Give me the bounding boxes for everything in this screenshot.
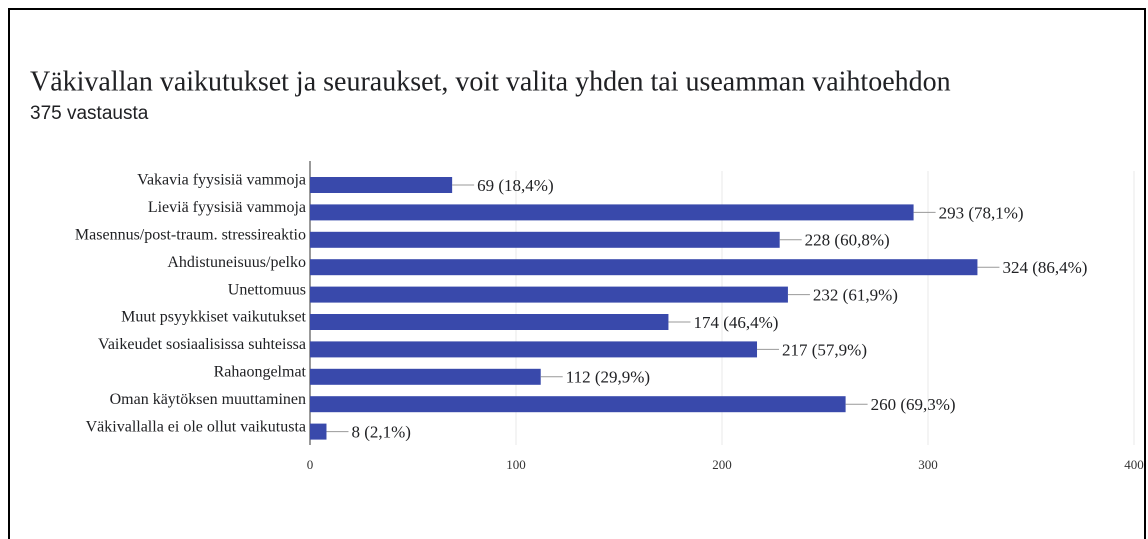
bar bbox=[310, 396, 846, 413]
bar bbox=[310, 314, 669, 330]
y-tick-label: Muut psyykkiset vaikutukset bbox=[121, 309, 306, 326]
frame bbox=[8, 8, 1146, 539]
value-label: 8 (2,1%) bbox=[351, 423, 410, 442]
bar bbox=[310, 259, 978, 276]
bar bbox=[310, 368, 541, 385]
bar bbox=[310, 341, 758, 358]
y-tick-label: Lieviä fyysisiä vammoja bbox=[148, 199, 306, 216]
y-tick-label: Rahaongelmat bbox=[214, 363, 307, 380]
y-tick-label: Unettomuus bbox=[228, 281, 306, 298]
value-label: 228 (60,8%) bbox=[805, 231, 890, 250]
value-label: 293 (78,1%) bbox=[939, 203, 1024, 222]
y-tick-label: Väkivallalla ei ole ollut vaikutusta bbox=[86, 418, 306, 435]
x-tick-label: 100 bbox=[506, 457, 526, 472]
y-tick-label: Vakavia fyysisiä vammoja bbox=[137, 172, 306, 189]
value-label: 69 (18,4%) bbox=[477, 176, 553, 195]
bar bbox=[310, 204, 914, 221]
x-tick-label: 400 bbox=[1124, 457, 1144, 472]
y-tick-label: Oman käytöksen muuttaminen bbox=[110, 391, 306, 408]
bar bbox=[310, 286, 788, 303]
x-tick-label: 300 bbox=[918, 457, 938, 472]
value-label: 324 (86,4%) bbox=[1002, 258, 1087, 277]
value-label: 232 (61,9%) bbox=[813, 286, 898, 305]
y-tick-label: Vaikeudet sosiaalisissa suhteissa bbox=[98, 336, 306, 353]
bar bbox=[310, 231, 780, 248]
x-tick-label: 0 bbox=[307, 457, 314, 472]
value-label: 260 (69,3%) bbox=[871, 395, 956, 414]
y-tick-label: Ahdistuneisuus/pelko bbox=[167, 254, 306, 271]
value-label: 217 (57,9%) bbox=[782, 340, 867, 359]
bar bbox=[310, 177, 453, 193]
x-tick-label: 200 bbox=[712, 457, 732, 472]
value-label: 174 (46,4%) bbox=[693, 313, 778, 332]
bar bbox=[310, 423, 327, 440]
y-tick-label: Masennus/post-traum. stressireaktio bbox=[75, 226, 306, 243]
value-label: 112 (29,9%) bbox=[566, 368, 650, 387]
chart-subtitle: 375 vastausta bbox=[30, 103, 149, 124]
chart-title: Väkivallan vaikutukset ja seuraukset, vo… bbox=[30, 66, 951, 97]
